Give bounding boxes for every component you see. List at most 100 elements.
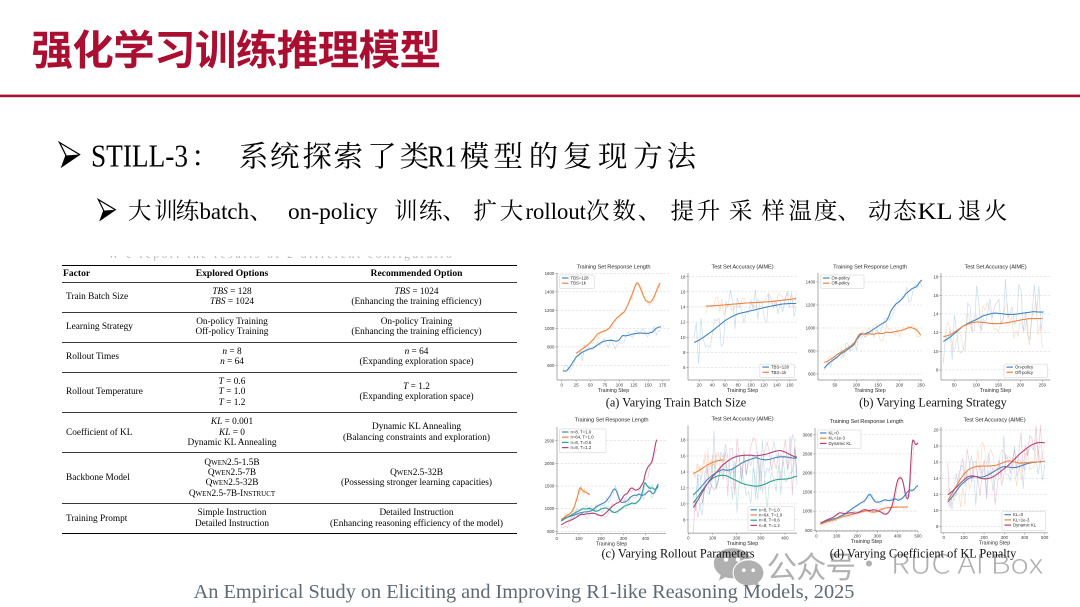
svg-text:Test Set Accuracy (AIME): Test Set Accuracy (AIME) — [711, 417, 773, 423]
svg-text:100: 100 — [747, 382, 755, 387]
svg-text:300: 300 — [874, 533, 882, 538]
svg-text:Off-policy: Off-policy — [1015, 370, 1034, 375]
svg-text:140: 140 — [773, 382, 781, 387]
svg-text:Training Step: Training Step — [854, 388, 885, 394]
svg-text:TBS=1k: TBS=1k — [571, 281, 587, 286]
svg-text:Test Set Accuracy (AIME): Test Set Accuracy (AIME) — [964, 265, 1026, 271]
svg-text:18: 18 — [934, 274, 939, 279]
svg-text:14: 14 — [934, 312, 939, 317]
svg-text:600: 600 — [547, 363, 555, 368]
svg-text:150: 150 — [874, 382, 882, 387]
svg-text:200: 200 — [853, 533, 861, 538]
svg-text:12: 12 — [681, 486, 686, 491]
svg-text:3000: 3000 — [803, 432, 813, 437]
svg-text:100: 100 — [709, 535, 717, 540]
svg-text:0: 0 — [560, 382, 563, 387]
svg-text:n=8, T=1.2: n=8, T=1.2 — [571, 445, 592, 450]
svg-text:400: 400 — [1021, 535, 1029, 540]
svg-text:1200: 1200 — [545, 308, 555, 313]
svg-text:(b) Varying Learning Strategy: (b) Varying Learning Strategy — [859, 396, 1007, 410]
svg-text:TBS=1k: TBS=1k — [771, 370, 787, 375]
svg-text:120: 120 — [760, 382, 768, 387]
svg-text:on-policy: on-policy — [288, 199, 378, 224]
svg-text:1600: 1600 — [545, 271, 555, 276]
svg-text:100: 100 — [960, 535, 968, 540]
svg-text:250: 250 — [917, 382, 925, 387]
svg-text:Training Step: Training Step — [851, 539, 882, 545]
svg-text:TBS=128: TBS=128 — [571, 276, 590, 281]
svg-text:KL: KL — [918, 199, 953, 224]
svg-text:500: 500 — [805, 528, 813, 533]
svg-text:1500: 1500 — [545, 484, 555, 489]
svg-text:18: 18 — [681, 438, 686, 443]
svg-text:250: 250 — [1039, 382, 1047, 387]
svg-text:KL=0: KL=0 — [829, 431, 840, 436]
svg-text:10: 10 — [934, 508, 939, 513]
svg-text:8: 8 — [683, 350, 686, 355]
svg-text:2500: 2500 — [545, 438, 555, 443]
svg-text:16: 16 — [681, 454, 686, 459]
svg-text:16: 16 — [934, 293, 939, 298]
svg-text:rollout: rollout — [526, 199, 587, 224]
svg-text:20: 20 — [934, 428, 939, 433]
svg-text:25: 25 — [574, 382, 579, 387]
svg-text:100: 100 — [853, 382, 861, 387]
svg-text:150: 150 — [995, 382, 1003, 387]
svg-text:80: 80 — [736, 382, 741, 387]
svg-text:60: 60 — [723, 382, 728, 387]
svg-text:800: 800 — [808, 349, 816, 354]
svg-text:12: 12 — [681, 320, 686, 325]
svg-text:TBS=128: TBS=128 — [771, 365, 790, 370]
svg-text:400: 400 — [894, 533, 902, 538]
svg-text:1000: 1000 — [545, 506, 555, 511]
svg-text:Training Set Response Length: Training Set Response Length — [830, 419, 904, 425]
svg-text:1200: 1200 — [806, 303, 816, 308]
svg-text:75: 75 — [602, 382, 607, 387]
svg-text:n=8, T=0.6: n=8, T=0.6 — [571, 440, 592, 445]
svg-text:Training Step: Training Step — [727, 541, 758, 547]
svg-text:Training Set Response Length: Training Set Response Length — [577, 265, 651, 271]
svg-text:10: 10 — [934, 349, 939, 354]
svg-text:20: 20 — [697, 382, 702, 387]
svg-text:Dynamic KL: Dynamic KL — [1013, 523, 1037, 528]
svg-text:n=64, T=1.0: n=64, T=1.0 — [571, 435, 595, 440]
svg-text:1000: 1000 — [803, 509, 813, 514]
svg-text:Test Set Accuracy (AIME): Test Set Accuracy (AIME) — [963, 418, 1025, 424]
svg-text:Training Step: Training Step — [596, 542, 627, 548]
svg-text:10: 10 — [681, 335, 686, 340]
svg-text:Training Step: Training Step — [598, 388, 629, 394]
svg-text:200: 200 — [896, 382, 904, 387]
svg-text:Training Step: Training Step — [980, 388, 1011, 394]
svg-text:Training Step: Training Step — [727, 388, 758, 394]
svg-text:(d) Varying Coefficient of KL: (d) Varying Coefficient of KL Penalty — [830, 547, 1017, 561]
svg-text:160: 160 — [786, 382, 794, 387]
svg-text:n=8, T=1.0: n=8, T=1.0 — [571, 430, 592, 435]
svg-text:200: 200 — [597, 536, 605, 541]
svg-text:1000: 1000 — [545, 326, 555, 331]
svg-text:12: 12 — [934, 492, 939, 497]
svg-text:Training Step: Training Step — [979, 541, 1010, 547]
svg-text:n=64, T=1.0: n=64, T=1.0 — [759, 513, 783, 518]
svg-text:14: 14 — [681, 470, 686, 475]
svg-text:STILL-3: STILL-3 — [91, 139, 188, 174]
svg-text:n=8, T=1.2: n=8, T=1.2 — [759, 523, 780, 528]
svg-text:300: 300 — [1001, 535, 1009, 540]
svg-text:8: 8 — [683, 518, 686, 523]
svg-text:200: 200 — [1017, 382, 1025, 387]
svg-text:18: 18 — [934, 444, 939, 449]
svg-text:100: 100 — [833, 533, 841, 538]
svg-text:Test Set Accuracy (AIME): Test Set Accuracy (AIME) — [711, 265, 773, 271]
svg-text:2000: 2000 — [803, 471, 813, 476]
svg-text:batch: batch — [200, 199, 250, 224]
svg-text:0: 0 — [555, 536, 558, 541]
svg-text:150: 150 — [645, 382, 653, 387]
svg-text:50: 50 — [588, 382, 593, 387]
svg-text:500: 500 — [914, 533, 922, 538]
svg-text:(a) Varying Train Batch Size: (a) Varying Train Batch Size — [606, 396, 747, 410]
svg-text:R1: R1 — [428, 139, 458, 174]
svg-text:16: 16 — [934, 460, 939, 465]
svg-text:6: 6 — [683, 365, 686, 370]
svg-text:40: 40 — [710, 382, 715, 387]
svg-text:0: 0 — [687, 535, 690, 540]
svg-text:(c) Varying Rollout Parameters: (c) Varying Rollout Parameters — [601, 547, 754, 561]
